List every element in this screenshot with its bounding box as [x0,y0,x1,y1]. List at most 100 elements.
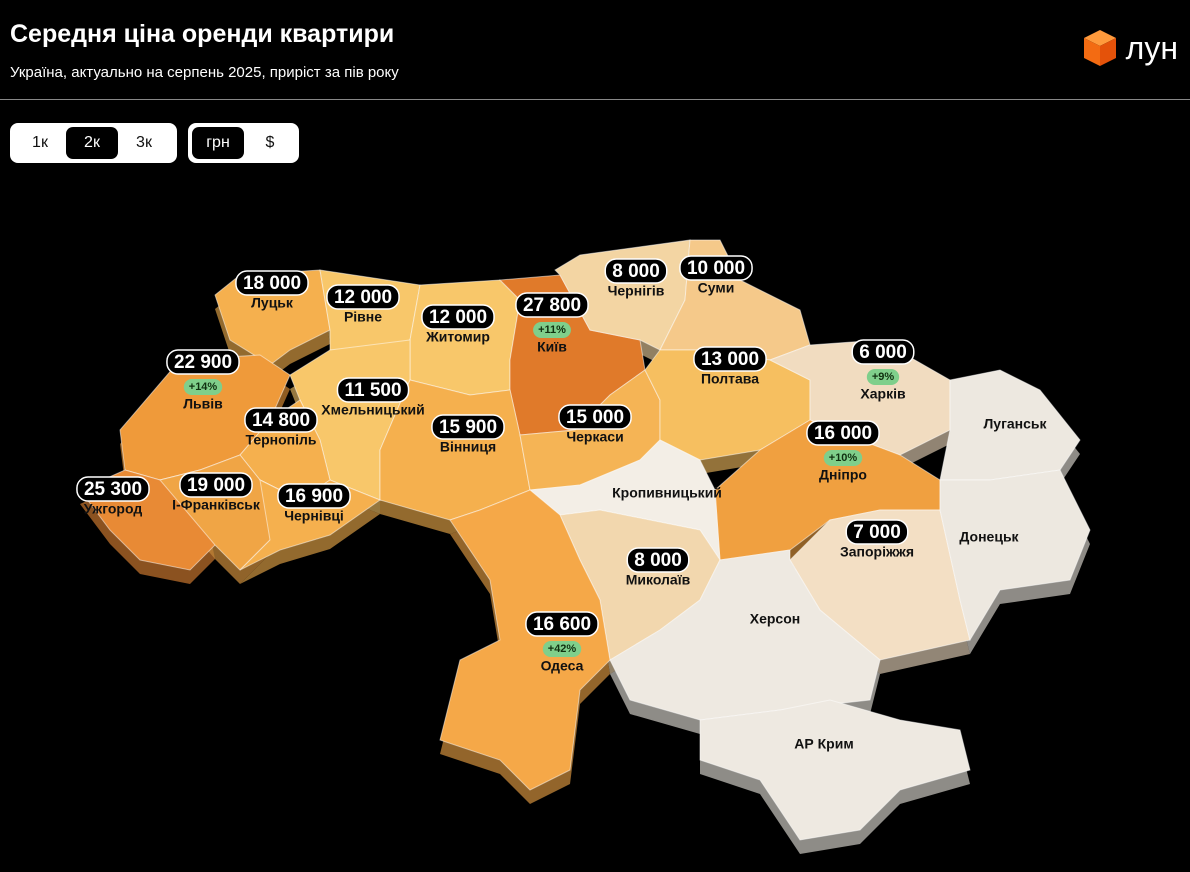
region-side [240,414,330,514]
region-side [560,524,720,674]
region-name: Хмельницький [321,402,424,418]
logo-text: лун [1125,29,1178,66]
price-pill [421,304,495,330]
price-pill [604,258,668,284]
region-name: Кропивницький [612,485,722,501]
region-name: Дніпро [819,467,867,483]
region [239,479,382,571]
region [659,239,811,361]
growth-pill [823,450,863,466]
price-pill [235,270,309,296]
region-side [80,484,215,584]
price: 7 000 [853,522,901,543]
price-pill [693,346,767,372]
toggle-button[interactable]: грн [192,127,244,159]
region-side [940,384,1080,494]
region-name: Полтава [701,371,759,387]
region-side [700,714,970,854]
growth: +11% [538,324,566,336]
region-name: Львів [183,396,223,412]
price-pill [845,519,909,545]
price: 6 000 [859,342,907,363]
region [439,489,611,791]
region-side [215,284,330,379]
region-side [410,294,520,409]
growth: +9% [872,371,895,383]
region-side [320,284,420,369]
subtitle: Україна, актуально на серпень 2025, прир… [10,64,399,81]
region-name: Суми [698,280,735,296]
logo[interactable]: лун [1082,28,1178,68]
price-pill [626,547,690,573]
region-name: Черкаси [566,429,623,445]
price: 16 000 [814,423,872,444]
toggle-button[interactable]: $ [265,134,275,151]
region-name: Миколаїв [626,572,691,588]
region-name: Житомир [425,329,490,345]
toggle-button[interactable]: 1к [32,134,48,151]
region-side [530,454,720,574]
region-name: АР Крим [794,736,853,752]
regions [79,239,1091,841]
region-side [645,364,810,474]
growth: +14% [189,381,218,393]
region-side [660,254,810,374]
region-side [290,354,410,514]
region-name: Одеса [541,658,584,674]
region-side [120,369,290,494]
region [644,349,811,461]
price-pill [431,414,505,440]
growth-pill [542,641,582,657]
price-pill [277,483,351,509]
region [939,369,1081,481]
price: 25 300 [84,479,142,500]
region-side [555,254,690,364]
price: 15 000 [566,407,624,428]
region-name: Чернівці [284,508,344,524]
region [519,369,661,491]
price: 12 000 [334,287,392,308]
region [554,239,691,351]
region-name: Харків [860,386,906,402]
region-name: Вінниця [440,439,496,455]
price-pill [806,420,880,446]
price: 11 500 [344,380,401,401]
region [559,509,721,661]
region [119,354,291,481]
region-name: Тернопіль [245,432,316,448]
region-side [500,289,645,449]
region [609,549,881,721]
divider [0,99,1190,100]
region [159,454,301,571]
region [528,439,721,562]
price: 13 000 [701,349,759,370]
rooms-toggle: 1к 2к 3к [10,123,177,163]
price: 8 000 [612,261,660,282]
region [239,399,331,501]
price: 22 900 [174,352,232,373]
region-name: Чернігів [608,283,665,299]
region-name: Київ [537,339,567,355]
region-name: Ужгород [84,501,143,517]
region-side [440,504,610,804]
region [714,419,941,561]
region-name: Запоріжжя [840,544,914,560]
region-side [715,434,940,574]
price-pill [558,404,632,430]
region [214,269,331,366]
region-side [790,524,970,674]
growth-pill [533,322,571,338]
region-name: І-Франківськ [172,497,261,513]
title: Середня ціна оренди квартири [10,20,395,48]
price-pill [515,292,589,318]
price: 18 000 [243,273,301,294]
price: 10 000 [687,258,745,279]
price: 8 000 [634,550,682,571]
growth: +10% [829,452,858,464]
region-name: Луцьк [251,295,294,311]
toggle-button[interactable]: 2к [66,127,118,159]
toggle-button[interactable]: 3к [136,134,152,151]
price-pill [244,407,318,433]
